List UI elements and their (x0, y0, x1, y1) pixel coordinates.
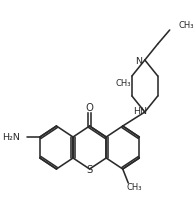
Text: CH₃: CH₃ (127, 184, 142, 193)
Text: H₂N: H₂N (2, 132, 20, 141)
Text: CH₃: CH₃ (115, 78, 131, 88)
Text: CH₃: CH₃ (179, 21, 194, 30)
Text: N: N (135, 57, 142, 65)
Text: HN: HN (133, 108, 147, 117)
Text: O: O (86, 103, 94, 113)
Text: S: S (86, 165, 93, 175)
